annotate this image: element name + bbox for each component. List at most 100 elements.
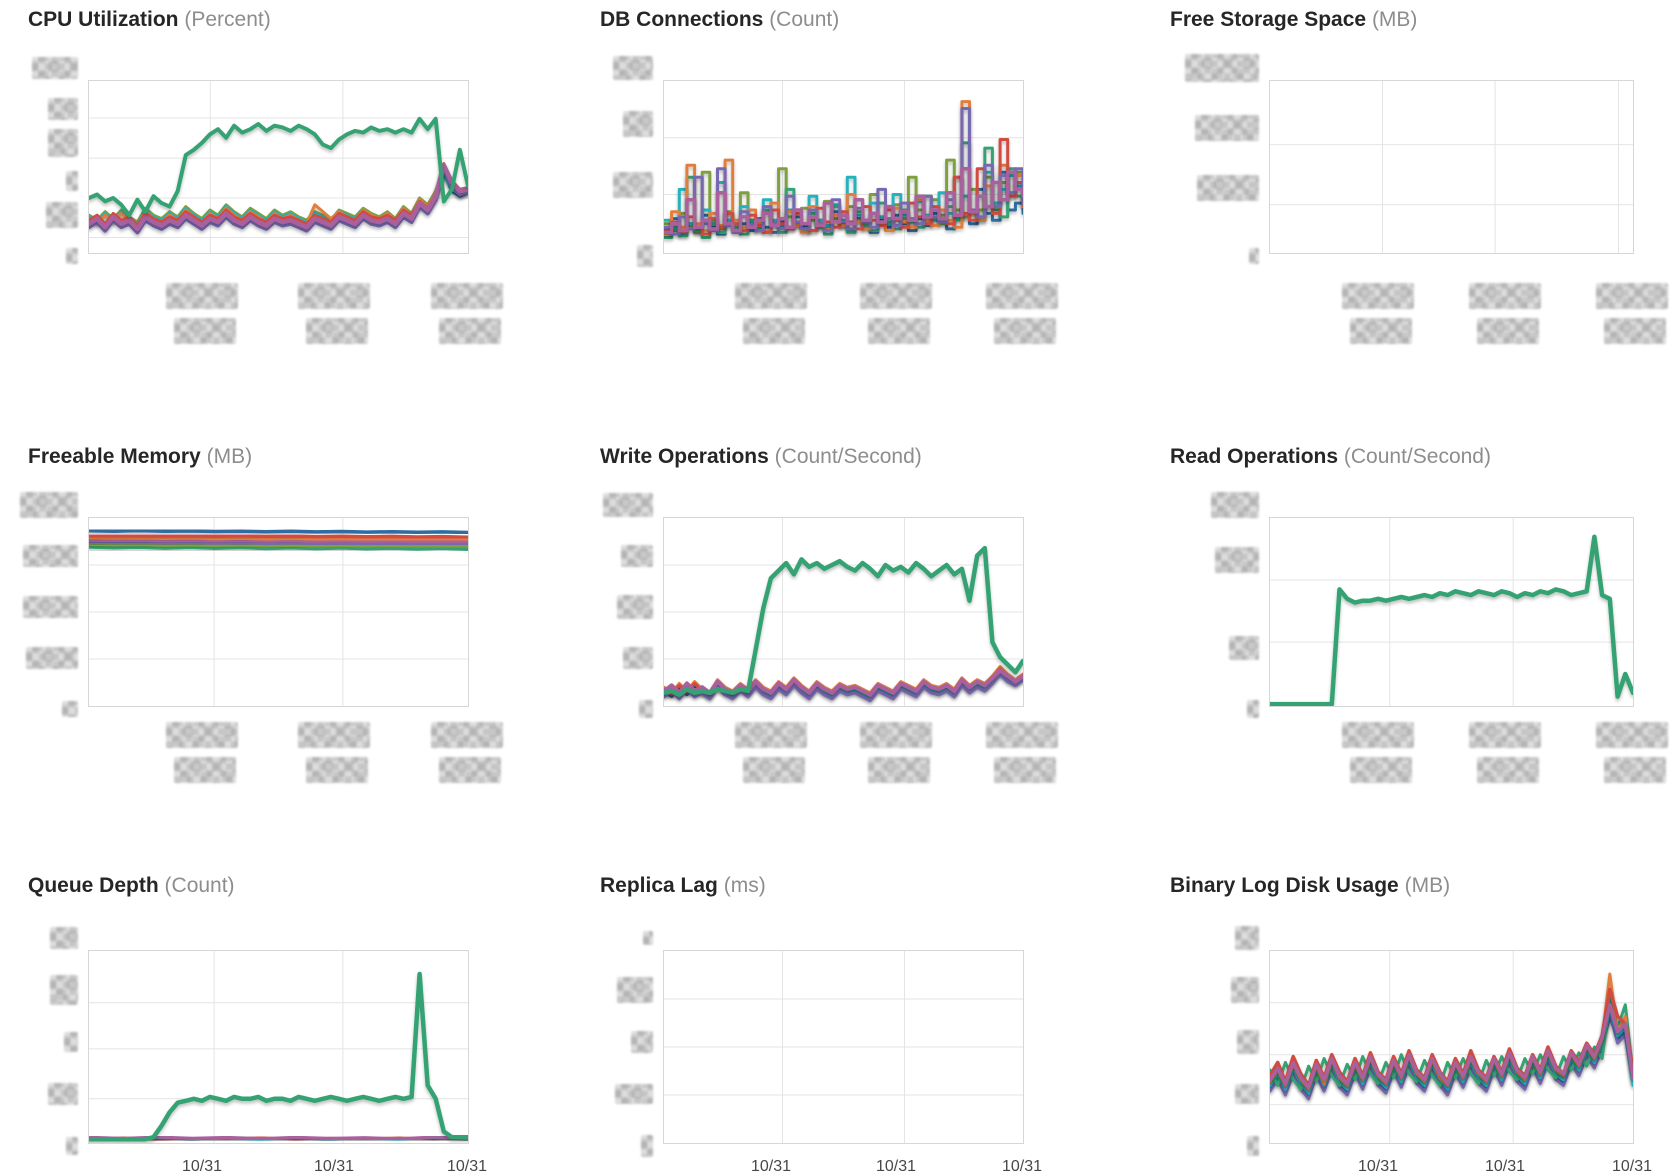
chart-card-free-storage-space[interactable]: Free Storage Space (MB) [1080,0,1670,410]
chart-unit-text: (MB) [1404,874,1451,897]
chart-card-cpu-utilization[interactable]: CPU Utilization (Percent) [0,0,540,410]
series-instance-green [664,545,1023,697]
series-instance-blue [89,528,468,535]
series-instance-mauve [89,163,468,232]
chart-canvas [664,518,1023,706]
chart-title-text: Freeable Memory [28,445,201,468]
x-tick-label-clipped: 10/31 [1002,1158,1043,1175]
y-tick-label-redacted [32,57,78,79]
x-tick-label-clipped: 10/31 [314,1158,355,1175]
chart-title-cpu-utilization: CPU Utilization (Percent) [28,8,271,32]
x-tick-label-clipped: 10/31 [876,1158,917,1175]
x-tick-date-redacted [1350,757,1412,783]
x-tick-time-redacted [1596,283,1668,309]
chart-canvas [1270,518,1633,706]
x-tick-time-redacted [298,283,370,309]
series-instance-red [89,162,468,227]
series-instance-purple [89,166,468,235]
y-tick-label-redacted [1215,547,1259,573]
x-tick-time-redacted [735,722,807,748]
chart-unit-text: (Count) [164,874,235,897]
y-tick-label-redacted [66,171,78,191]
chart-title-text: Replica Lag [600,874,718,897]
chart-unit-text: (Count/Second) [1343,445,1491,468]
y-tick-label-redacted [637,245,653,267]
y-tick-label-redacted [621,545,653,567]
y-tick-label-redacted [48,1083,78,1105]
y-tick-label-redacted [1195,115,1259,141]
y-tick-label-redacted [603,493,653,517]
chart-canvas [1270,81,1633,253]
chart-title-db-connections: DB Connections (Count) [600,8,839,32]
y-tick-label-redacted [66,248,78,264]
series-instance-mauve [89,538,468,544]
y-tick-label-redacted [20,492,78,518]
chart-title-text: Free Storage Space [1170,8,1367,31]
x-tick-date-redacted [1350,318,1412,344]
chart-canvas [89,518,468,706]
x-tick-time-redacted [166,283,238,309]
y-tick-label-redacted [48,98,78,120]
chart-card-db-connections[interactable]: DB Connections (Count) [540,0,1080,410]
chart-card-write-operations[interactable]: Write Operations (Count/Second) [540,410,1080,868]
y-tick-label-redacted [1249,248,1259,264]
x-tick-date-redacted [868,318,930,344]
chart-title-text: Binary Log Disk Usage [1170,874,1399,897]
chart-plot-queue-depth[interactable] [88,950,469,1144]
chart-title-write-operations: Write Operations (Count/Second) [600,445,922,469]
chart-title-read-operations: Read Operations (Count/Second) [1170,445,1491,469]
y-tick-label-redacted [1247,1136,1259,1156]
series-instance-olive [89,542,468,548]
chart-card-queue-depth[interactable]: Queue Depth (Count) 10/31 10/31 10/31 [0,868,540,1175]
chart-title-replica-lag: Replica Lag (ms) [600,874,766,898]
chart-canvas [89,81,468,253]
chart-plot-free-storage-space[interactable] [1269,80,1634,254]
chart-card-read-operations[interactable]: Read Operations (Count/Second) [1080,410,1670,868]
chart-plot-replica-lag[interactable] [663,950,1024,1144]
chart-plot-cpu-utilization[interactable] [88,80,469,254]
x-tick-date-redacted [1477,757,1539,783]
chart-unit-text: (MB) [1371,8,1418,31]
chart-title-queue-depth: Queue Depth (Count) [28,874,235,898]
x-tick-date-redacted [439,757,501,783]
chart-card-binary-log-disk-usage[interactable]: Binary Log Disk Usage (MB) 10/31 10/31 10/3… [1080,868,1670,1175]
y-tick-label-redacted [639,700,653,718]
y-tick-label-redacted [46,202,78,228]
chart-card-freeable-memory[interactable]: Freeable Memory (MB) [0,410,540,868]
chart-title-binary-log-disk-usage: Binary Log Disk Usage (MB) [1170,874,1450,898]
x-tick-time-redacted [1469,283,1541,309]
x-tick-date-redacted [1604,318,1666,344]
y-tick-label-redacted [641,1135,653,1157]
y-tick-label-redacted [617,977,653,1003]
series-instance-purple [89,540,468,546]
x-tick-time-redacted [1342,722,1414,748]
chart-plot-binary-log-disk-usage[interactable] [1269,950,1634,1144]
x-tick-time-redacted [860,722,932,748]
chart-unit-text: (MB) [206,445,253,468]
chart-plot-write-operations[interactable] [663,517,1024,707]
series-instance-mauve [664,668,1023,697]
chart-title-free-storage-space: Free Storage Space (MB) [1170,8,1417,32]
chart-plot-read-operations[interactable] [1269,517,1634,707]
chart-title-text: Write Operations [600,445,769,468]
x-tick-date-redacted [994,757,1056,783]
chart-canvas [1270,951,1633,1143]
x-tick-date-redacted [174,318,236,344]
x-tick-time-redacted [735,283,807,309]
x-tick-date-redacted [743,757,805,783]
x-tick-time-redacted [1342,283,1414,309]
y-tick-label-redacted [50,927,78,949]
chart-card-replica-lag[interactable]: Replica Lag (ms) 10/31 10/31 10/31 [540,868,1080,1175]
y-tick-label-redacted [48,129,78,157]
y-tick-label-redacted [1197,175,1259,201]
y-tick-label-redacted [623,111,653,137]
y-tick-label-redacted [1235,1084,1259,1104]
series-instance-green [89,545,468,551]
chart-plot-db-connections[interactable] [663,80,1024,254]
x-tick-date-redacted [439,318,501,344]
x-tick-time-redacted [1596,722,1668,748]
x-tick-date-redacted [306,757,368,783]
chart-plot-freeable-memory[interactable] [88,517,469,707]
y-tick-label-redacted [623,647,653,669]
x-tick-date-redacted [306,318,368,344]
